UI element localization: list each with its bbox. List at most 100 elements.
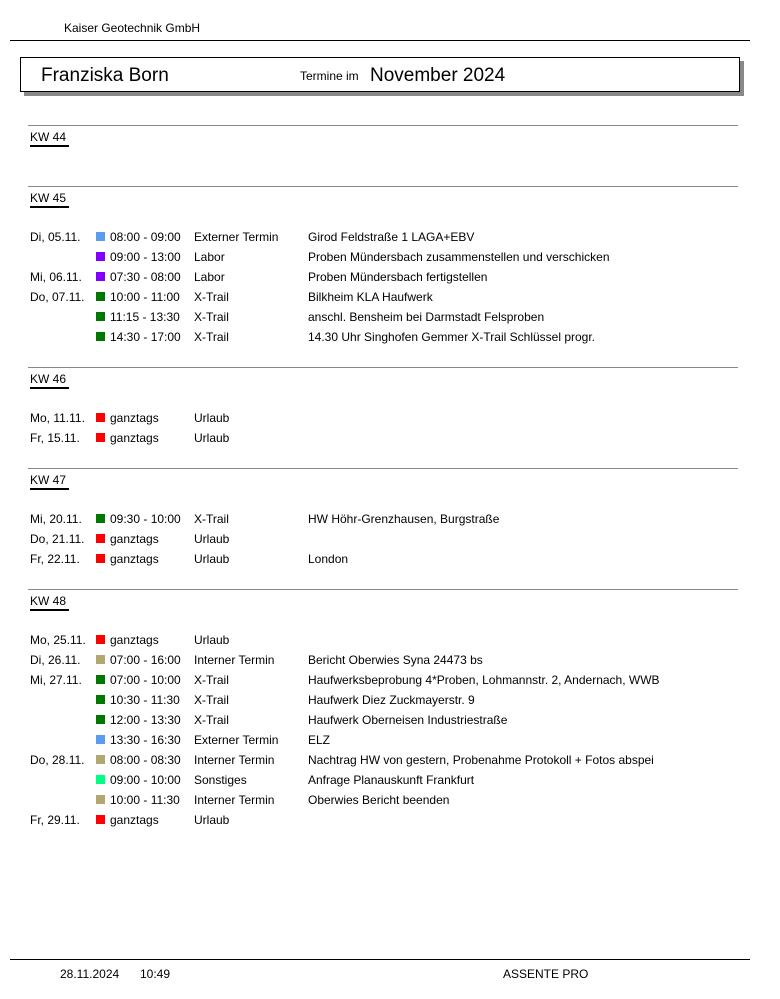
appointment-time: ganztags bbox=[110, 411, 159, 425]
appointment-day: Do, 07.11. bbox=[30, 290, 85, 304]
week-section: KW 46 Mo, 11.11. ganztags Urlaub Fr, 15.11. g… bbox=[28, 367, 738, 468]
appointment-time: 12:00 - 13:30 bbox=[110, 713, 181, 727]
appointment-row[interactable]: 14:30 - 17:00 X-Trail 14.30 Uhr Singhofen … bbox=[28, 327, 738, 347]
appointment-row[interactable]: Mo, 11.11. ganztags Urlaub bbox=[28, 408, 738, 428]
appointment-category: X-Trail bbox=[194, 310, 229, 324]
appointment-description: anschl. Bensheim bei Darmstadt Felsprobe… bbox=[308, 310, 545, 324]
appointment-row[interactable]: Do, 21.11. ganztags Urlaub bbox=[28, 529, 738, 549]
appointment-category: X-Trail bbox=[194, 713, 229, 727]
appointment-time: 08:00 - 08:30 bbox=[110, 753, 181, 767]
category-color-marker bbox=[96, 655, 105, 664]
appointment-category: Urlaub bbox=[194, 532, 230, 546]
appointment-day: Fr, 29.11. bbox=[30, 813, 80, 827]
appointment-day: Mi, 06.11. bbox=[30, 270, 82, 284]
appointment-day: Mi, 20.11. bbox=[30, 512, 82, 526]
appointment-description: Haufwerksbeprobung 4*Proben, Lohmannstr.… bbox=[308, 673, 660, 687]
appointment-row[interactable]: 11:15 - 13:30 X-Trail anschl. Bensheim bei… bbox=[28, 307, 738, 327]
appointment-category: Urlaub bbox=[194, 552, 230, 566]
appointment-description: Proben Mündersbach zusammenstellen und v… bbox=[308, 250, 610, 264]
appointment-time: ganztags bbox=[110, 633, 159, 647]
top-divider bbox=[10, 40, 750, 41]
appointment-time: 09:00 - 13:00 bbox=[110, 250, 181, 264]
appointment-category: Labor bbox=[194, 270, 225, 284]
appointment-category: Externer Termin bbox=[194, 230, 279, 244]
week-label: KW 47 bbox=[30, 473, 70, 490]
appointment-category: X-Trail bbox=[194, 512, 229, 526]
category-color-marker bbox=[96, 775, 105, 784]
footer-time: 10:49 bbox=[140, 967, 171, 981]
appointment-category: Urlaub bbox=[194, 411, 230, 425]
appointment-row[interactable]: Do, 07.11. 10:00 - 11:00 X-Trail Bilkheim K… bbox=[28, 287, 738, 307]
week-header: KW 47 bbox=[28, 469, 738, 509]
bottom-divider bbox=[10, 959, 750, 960]
appointment-row[interactable]: 09:00 - 10:00 Sonstiges Anfrage Planauskun… bbox=[28, 770, 738, 790]
category-color-marker bbox=[96, 815, 105, 824]
category-color-marker bbox=[96, 554, 105, 563]
week-label: KW 45 bbox=[30, 191, 70, 208]
appointment-description: ELZ bbox=[308, 733, 331, 747]
category-color-marker bbox=[96, 272, 105, 281]
category-color-marker bbox=[96, 292, 105, 301]
appointment-row[interactable]: 09:00 - 13:00 Labor Proben Mündersbach zus… bbox=[28, 247, 738, 267]
appointment-row[interactable]: Do, 28.11. 08:00 - 08:30 Interner Termin Na… bbox=[28, 750, 738, 770]
week-section: KW 45 Di, 05.11. 08:00 - 09:00 Externer Ter… bbox=[28, 186, 738, 367]
report-header-box: Franziska Born Termine im November 2024 bbox=[20, 57, 740, 92]
appointment-category: Labor bbox=[194, 250, 225, 264]
week-header: KW 45 bbox=[28, 187, 738, 227]
week-header: KW 48 bbox=[28, 590, 738, 630]
appointment-day: Mi, 27.11. bbox=[30, 673, 82, 687]
appointment-row[interactable]: Mi, 06.11. 07:30 - 08:00 Labor Proben Münde… bbox=[28, 267, 738, 287]
appointment-category: Interner Termin bbox=[194, 753, 275, 767]
appointment-time: 10:30 - 11:30 bbox=[110, 693, 180, 707]
appointment-day: Do, 28.11. bbox=[30, 753, 85, 767]
appointment-category: Urlaub bbox=[194, 633, 230, 647]
appointment-time: ganztags bbox=[110, 552, 159, 566]
appointment-day: Di, 26.11. bbox=[30, 653, 81, 667]
appointment-time: 07:00 - 16:00 bbox=[110, 653, 181, 667]
week-header: KW 46 bbox=[28, 368, 738, 408]
appointment-row[interactable]: 13:30 - 16:30 Externer Termin ELZ bbox=[28, 730, 738, 750]
appointment-day: Di, 05.11. bbox=[30, 230, 81, 244]
appointment-description: Haufwerk Diez Zuckmayerstr. 9 bbox=[308, 693, 475, 707]
appointment-row[interactable]: 12:00 - 13:30 X-Trail Haufwerk Oberneisen … bbox=[28, 710, 738, 730]
appointment-time: 09:30 - 10:00 bbox=[110, 512, 181, 526]
appointment-row[interactable]: Mi, 20.11. 09:30 - 10:00 X-Trail HW Höhr-Gr… bbox=[28, 509, 738, 529]
appointment-description: HW Höhr-Grenzhausen, Burgstraße bbox=[308, 512, 500, 526]
person-name: Franziska Born bbox=[41, 65, 169, 86]
appointment-row[interactable]: Di, 05.11. 08:00 - 09:00 Externer Termin Gi… bbox=[28, 227, 738, 247]
appointment-category: Sonstiges bbox=[194, 773, 247, 787]
week-section: KW 44 bbox=[28, 125, 738, 186]
category-color-marker bbox=[96, 232, 105, 241]
appointment-category: Interner Termin bbox=[194, 793, 275, 807]
appointment-row[interactable]: Mo, 25.11. ganztags Urlaub bbox=[28, 630, 738, 650]
appointment-row[interactable]: Fr, 22.11. ganztags Urlaub London bbox=[28, 549, 738, 569]
appointment-description: Nachtrag HW von gestern, Probenahme Prot… bbox=[308, 753, 654, 767]
appointment-row[interactable]: Mi, 27.11. 07:00 - 10:00 X-Trail Haufwerksb… bbox=[28, 670, 738, 690]
category-color-marker bbox=[96, 675, 105, 684]
appointment-description: Anfrage Planauskunft Frankfurt bbox=[308, 773, 475, 787]
category-color-marker bbox=[96, 534, 105, 543]
appointment-row[interactable]: Fr, 29.11. ganztags Urlaub bbox=[28, 810, 738, 830]
appointment-row[interactable]: 10:00 - 11:30 Interner Termin Oberwies Ber… bbox=[28, 790, 738, 810]
category-color-marker bbox=[96, 332, 105, 341]
header-month: November 2024 bbox=[370, 65, 506, 86]
week-label: KW 44 bbox=[30, 130, 70, 147]
category-color-marker bbox=[96, 433, 105, 442]
appointment-day: Fr, 15.11. bbox=[30, 431, 80, 445]
week-label: KW 46 bbox=[30, 372, 70, 389]
appointment-row[interactable]: 10:30 - 11:30 X-Trail Haufwerk Diez Zuckma… bbox=[28, 690, 738, 710]
appointment-row[interactable]: Fr, 15.11. ganztags Urlaub bbox=[28, 428, 738, 448]
week-header: KW 44 bbox=[28, 126, 738, 166]
appointment-time: 08:00 - 09:00 bbox=[110, 230, 181, 244]
appointment-row[interactable]: Di, 26.11. 07:00 - 16:00 Interner Termin Be… bbox=[28, 650, 738, 670]
category-color-marker bbox=[96, 795, 105, 804]
appointment-description: Proben Mündersbach fertigstellen bbox=[308, 270, 488, 284]
appointment-category: X-Trail bbox=[194, 330, 229, 344]
appointment-time: 10:00 - 11:00 bbox=[110, 290, 180, 304]
appointment-category: Interner Termin bbox=[194, 653, 275, 667]
weeks-list: KW 44 KW 45 Di, 05.11. 08:00 - 09:00 Externe… bbox=[28, 125, 738, 850]
appointment-description: London bbox=[308, 552, 349, 566]
week-section: KW 47 Mi, 20.11. 09:30 - 10:00 X-Trail HW Hö… bbox=[28, 468, 738, 589]
category-color-marker bbox=[96, 735, 105, 744]
